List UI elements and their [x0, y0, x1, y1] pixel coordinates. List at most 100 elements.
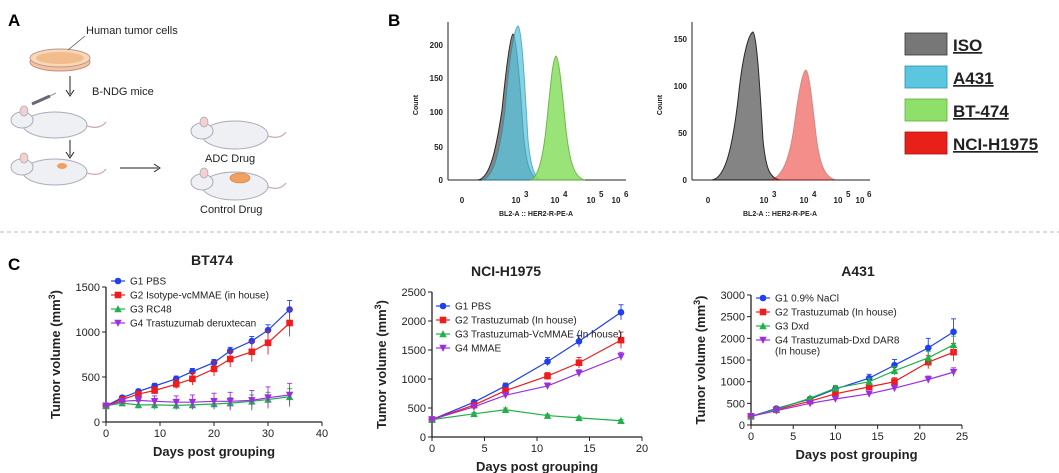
- data-point: [617, 353, 625, 361]
- data-point: [439, 302, 447, 310]
- x-tick: 10: [512, 196, 521, 205]
- x-tick: 10: [834, 196, 843, 205]
- y-tick-label: 0: [94, 417, 100, 429]
- mouse-icon-1: [10, 105, 107, 139]
- x-tick-label: 0: [429, 443, 435, 455]
- x-tick-label: 10: [531, 443, 543, 455]
- y-tick: 50: [434, 143, 443, 152]
- data-point: [114, 277, 122, 285]
- x-tick-label: 0: [748, 431, 754, 443]
- x-tick-exp: 6: [624, 190, 629, 199]
- y-tick: 0: [439, 176, 444, 185]
- x-tick-label: 25: [956, 431, 968, 443]
- legend-label: G4 Trastuzumab-Dxd DAR8: [775, 336, 900, 347]
- data-point: [188, 398, 197, 407]
- chart-title: A431: [841, 263, 875, 279]
- series-line: [431, 409, 622, 422]
- legend-label-a431: A431: [953, 69, 994, 88]
- data-point: [759, 322, 767, 330]
- x-tick-exp: 5: [599, 190, 604, 199]
- x-tick-exp: 3: [524, 190, 529, 199]
- legend-swatch-bt474: [904, 98, 948, 122]
- data-point: [172, 375, 180, 383]
- petri-dish: [29, 48, 91, 72]
- y-tick-label: 2000: [402, 316, 426, 328]
- data-point: [617, 416, 625, 425]
- cells-label: Human tumor cells: [86, 25, 178, 37]
- data-point: [865, 390, 873, 398]
- x-tick: 10: [760, 196, 769, 205]
- data-point: [428, 416, 436, 424]
- x-tick-exp: 4: [812, 190, 817, 199]
- data-point: [470, 409, 478, 418]
- data-point: [189, 375, 196, 383]
- data-point: [865, 377, 873, 385]
- data-point: [135, 390, 142, 398]
- histogram-bt474: [529, 55, 586, 181]
- panel-label-b: B: [388, 11, 400, 30]
- series-line: [750, 344, 954, 417]
- series-triangle-down: [102, 382, 294, 411]
- panel-label-c: C: [8, 255, 20, 274]
- y-tick-label: 500: [727, 398, 745, 410]
- series-triangle-up: [102, 388, 294, 410]
- x-tick: 10: [856, 196, 865, 205]
- chart-title: BT474: [191, 252, 233, 268]
- data-point: [617, 309, 625, 316]
- x-tick-label: 20: [208, 428, 220, 440]
- data-point: [544, 372, 551, 380]
- y-tick-label: 2500: [721, 312, 745, 324]
- y-tick-label: 500: [408, 403, 426, 415]
- legend-swatch-a431: [904, 65, 948, 89]
- data-point: [949, 340, 958, 349]
- y-tick-label: 1500: [721, 355, 745, 367]
- y-tick: 100: [430, 108, 444, 117]
- legend-swatch-nci-h1975: [904, 131, 948, 155]
- data-point: [806, 400, 814, 408]
- data-point: [617, 336, 625, 344]
- data-point: [226, 398, 234, 406]
- data-point: [890, 366, 899, 375]
- legend-label: G3 Trastuzumab-VcMMAE (In house): [455, 330, 622, 341]
- y-tick: 150: [430, 74, 444, 83]
- legend-swatch-iso: [904, 32, 948, 56]
- legend-label: G3 RC48: [130, 305, 172, 316]
- series-line: [750, 351, 954, 417]
- data-point: [924, 376, 932, 384]
- data-point: [264, 326, 272, 334]
- flow-y-label: Count: [413, 94, 420, 115]
- x-tick: 10: [551, 196, 560, 205]
- x-tick-label: 40: [316, 428, 328, 440]
- data-point: [470, 403, 478, 411]
- data-point: [831, 384, 840, 392]
- data-point: [226, 355, 234, 363]
- flow-x-label: BL2-A :: HER2-R-PE-A: [499, 211, 573, 218]
- data-point: [759, 308, 767, 316]
- data-point: [114, 305, 122, 313]
- y-tick-label: 1000: [76, 327, 100, 339]
- flow-axis-ticks: 0 50 100 150 0 10 3 10 4 10 5 10 6: [674, 35, 872, 205]
- y-tick-label: 1500: [402, 345, 426, 357]
- flow-legend: ISO A431 BT-474 NCI-H1975: [904, 32, 1038, 155]
- y-tick-label: 3000: [721, 290, 745, 302]
- data-point: [890, 384, 899, 393]
- data-point: [439, 330, 447, 338]
- data-point: [264, 394, 272, 402]
- data-point: [439, 344, 447, 352]
- data-point: [210, 365, 218, 373]
- data-point: [759, 336, 767, 344]
- data-point: [285, 391, 294, 399]
- data-point: [502, 387, 509, 394]
- legend-label: G1 0.9% NaCl: [775, 294, 839, 305]
- panel-label-a: A: [8, 11, 20, 30]
- y-tick: 50: [678, 129, 687, 138]
- data-point: [543, 382, 552, 390]
- x-tick-label: 5: [790, 431, 796, 443]
- data-point: [865, 383, 873, 391]
- series-line: [431, 311, 622, 421]
- chart-legend: G1 0.9% NaCl G2 Trastuzumab (In house) G3 …: [756, 294, 900, 358]
- flow-axis-ticks: 0 50 100 150 200 0 10 3 10 4 10 5 10 6: [430, 41, 629, 205]
- x-tick: 10: [587, 196, 596, 205]
- x-tick: 0: [460, 196, 465, 205]
- data-point: [543, 411, 552, 419]
